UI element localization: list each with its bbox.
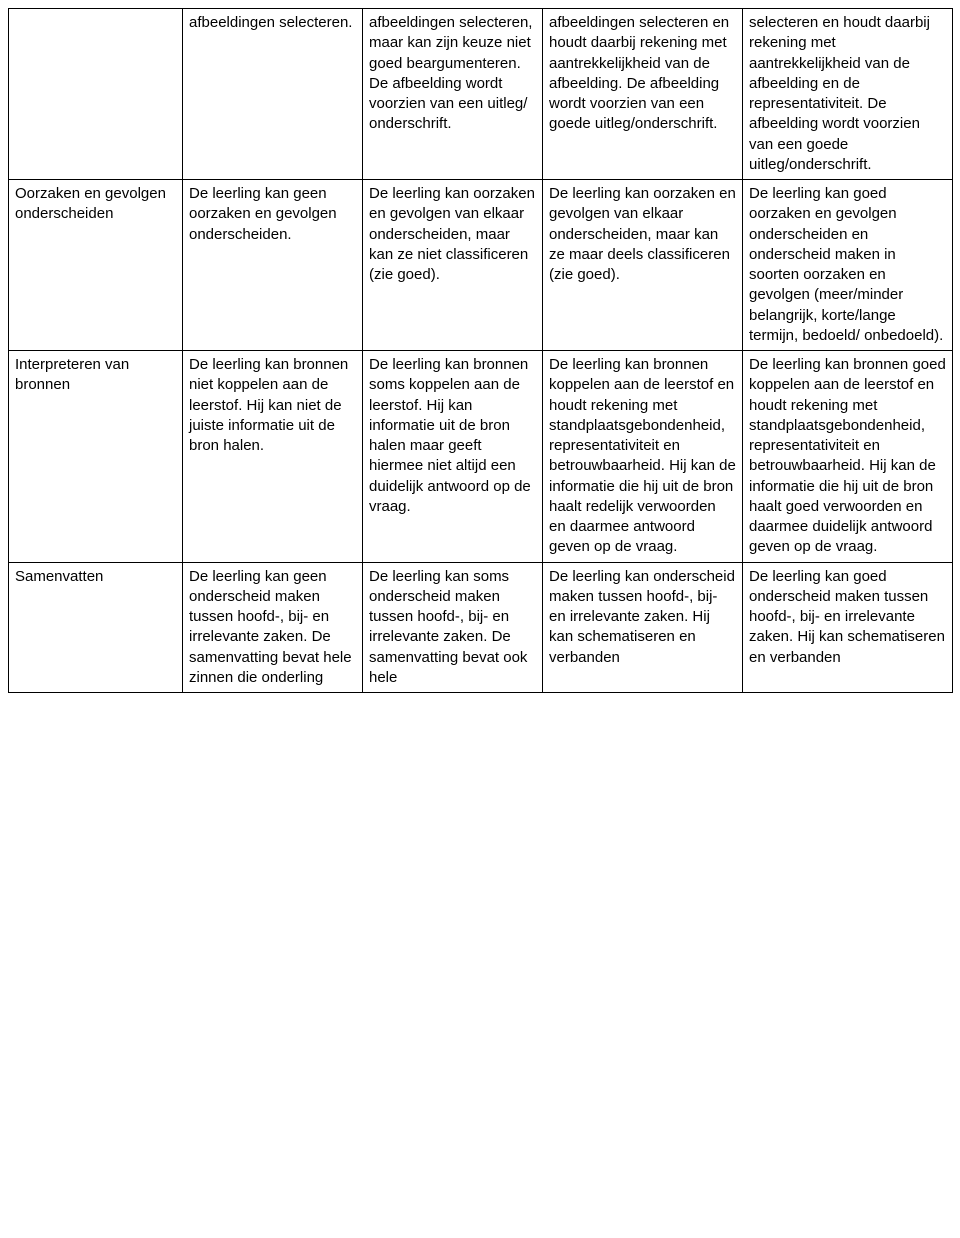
level-cell: afbeeldingen selecteren en houdt daarbij… <box>543 9 743 180</box>
level-cell: De leerling kan goed oorzaken en gevolge… <box>743 180 953 351</box>
level-cell: De leerling kan oorzaken en gevolgen van… <box>543 180 743 351</box>
level-cell: De leerling kan onderscheid maken tussen… <box>543 562 743 693</box>
criterion-cell <box>9 9 183 180</box>
level-cell: afbeeldingen selecteren. <box>183 9 363 180</box>
level-cell: De leerling kan bronnen koppelen aan de … <box>543 351 743 563</box>
criterion-cell: Samenvatten <box>9 562 183 693</box>
table-row: afbeeldingen selecteren. afbeeldingen se… <box>9 9 953 180</box>
level-cell: selecteren en houdt daarbij rekening met… <box>743 9 953 180</box>
criterion-cell: Interpreteren van bronnen <box>9 351 183 563</box>
level-cell: De leerling kan bronnen soms koppelen aa… <box>363 351 543 563</box>
level-cell: De leerling kan goed onderscheid maken t… <box>743 562 953 693</box>
level-cell: afbeeldingen selecteren, maar kan zijn k… <box>363 9 543 180</box>
level-cell: De leerling kan geen oorzaken en gevolge… <box>183 180 363 351</box>
rubric-table: afbeeldingen selecteren. afbeeldingen se… <box>8 8 953 693</box>
table-row: Interpreteren van bronnen De leerling ka… <box>9 351 953 563</box>
criterion-cell: Oorzaken en gevolgen onderscheiden <box>9 180 183 351</box>
level-cell: De leerling kan bronnen goed koppelen aa… <box>743 351 953 563</box>
level-cell: De leerling kan bronnen niet koppelen aa… <box>183 351 363 563</box>
level-cell: De leerling kan oorzaken en gevolgen van… <box>363 180 543 351</box>
table-row: Samenvatten De leerling kan geen ondersc… <box>9 562 953 693</box>
level-cell: De leerling kan soms onderscheid maken t… <box>363 562 543 693</box>
level-cell: De leerling kan geen onderscheid maken t… <box>183 562 363 693</box>
table-row: Oorzaken en gevolgen onderscheiden De le… <box>9 180 953 351</box>
